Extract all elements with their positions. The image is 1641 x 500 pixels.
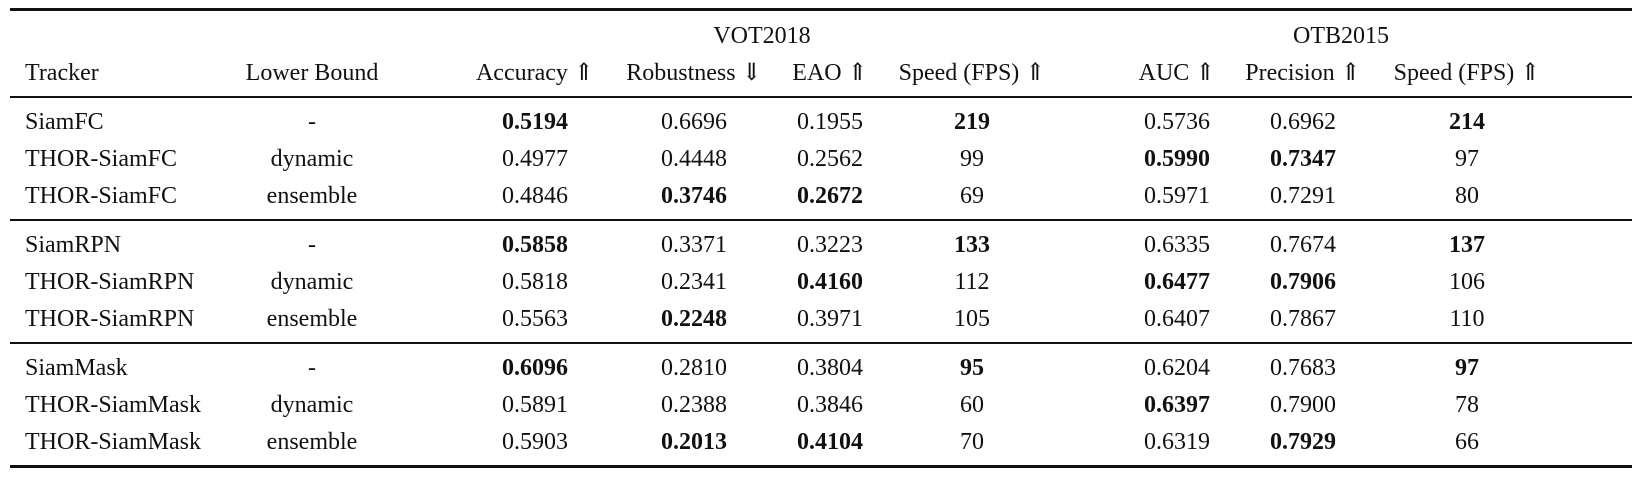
- column-header-lower-bound: Lower Bound: [245, 60, 379, 86]
- precision-cell: 0.7929: [1270, 429, 1336, 455]
- precision-cell: 0.7683: [1270, 355, 1336, 381]
- header-rule: [10, 96, 1632, 98]
- speed-vot-cell: 219: [954, 109, 990, 135]
- robustness-cell: 0.2341: [661, 269, 727, 295]
- column-header-precision: Precision ⇑: [1245, 60, 1361, 86]
- speed-otb-cell: 97: [1455, 355, 1479, 381]
- tracker-cell: THOR-SiamFC: [25, 183, 178, 209]
- lower-bound-cell: ensemble: [266, 306, 358, 332]
- robustness-cell: 0.2248: [661, 306, 727, 332]
- robustness-cell: 0.4448: [661, 146, 727, 172]
- column-header-auc: AUC ⇑: [1138, 60, 1216, 86]
- group-header-vot2018: VOT2018: [713, 23, 811, 49]
- accuracy-cell: 0.4846: [502, 183, 568, 209]
- auc-cell: 0.6397: [1144, 392, 1210, 418]
- robustness-cell: 0.6696: [661, 109, 727, 135]
- eao-cell: 0.3971: [797, 306, 863, 332]
- precision-cell: 0.7867: [1270, 306, 1336, 332]
- precision-cell: 0.7347: [1270, 146, 1336, 172]
- robustness-cell: 0.2388: [661, 392, 727, 418]
- robustness-cell: 0.2013: [661, 429, 727, 455]
- auc-cell: 0.6407: [1144, 306, 1210, 332]
- eao-cell: 0.3804: [797, 355, 863, 381]
- group-separator-rule: [10, 219, 1632, 221]
- precision-cell: 0.7906: [1270, 269, 1336, 295]
- column-header-tracker: Tracker: [25, 60, 99, 86]
- tracker-cell: THOR-SiamMask: [25, 392, 201, 418]
- speed-vot-cell: 69: [960, 183, 984, 209]
- auc-cell: 0.5736: [1144, 109, 1210, 135]
- eao-cell: 0.3223: [797, 232, 863, 258]
- robustness-cell: 0.2810: [661, 355, 727, 381]
- eao-cell: 0.1955: [797, 109, 863, 135]
- robustness-cell: 0.3746: [661, 183, 727, 209]
- column-header-speed-otb: Speed (FPS) ⇑: [1393, 60, 1541, 86]
- lower-bound-cell: ensemble: [266, 429, 358, 455]
- speed-otb-cell: 110: [1449, 306, 1485, 332]
- group-separator-rule: [10, 342, 1632, 344]
- eao-cell: 0.4104: [797, 429, 863, 455]
- eao-cell: 0.2672: [797, 183, 863, 209]
- lower-bound-cell: ensemble: [266, 183, 358, 209]
- speed-vot-cell: 105: [954, 306, 990, 332]
- accuracy-cell: 0.5891: [502, 392, 568, 418]
- speed-otb-cell: 106: [1449, 269, 1485, 295]
- precision-cell: 0.7291: [1270, 183, 1336, 209]
- eao-cell: 0.4160: [797, 269, 863, 295]
- accuracy-cell: 0.6096: [502, 355, 568, 381]
- table-top-rule: [10, 8, 1632, 11]
- tracker-cell: SiamFC: [25, 109, 104, 135]
- auc-cell: 0.5990: [1144, 146, 1210, 172]
- speed-vot-cell: 95: [960, 355, 984, 381]
- speed-vot-cell: 112: [954, 269, 990, 295]
- speed-otb-cell: 214: [1449, 109, 1485, 135]
- accuracy-cell: 0.5194: [502, 109, 568, 135]
- lower-bound-cell: dynamic: [270, 269, 354, 295]
- precision-cell: 0.6962: [1270, 109, 1336, 135]
- tracker-cell: SiamMask: [25, 355, 128, 381]
- auc-cell: 0.5971: [1144, 183, 1210, 209]
- lower-bound-cell: -: [308, 232, 316, 258]
- auc-cell: 0.6319: [1144, 429, 1210, 455]
- group-header-otb2015: OTB2015: [1293, 23, 1389, 49]
- column-header-speed-vot: Speed (FPS) ⇑: [898, 60, 1046, 86]
- column-header-robustness: Robustness ⇓: [626, 60, 762, 86]
- speed-otb-cell: 78: [1455, 392, 1479, 418]
- accuracy-cell: 0.5563: [502, 306, 568, 332]
- tracker-cell: THOR-SiamRPN: [25, 269, 195, 295]
- accuracy-cell: 0.4977: [502, 146, 568, 172]
- column-header-eao: EAO ⇑: [792, 60, 868, 86]
- precision-cell: 0.7900: [1270, 392, 1336, 418]
- accuracy-cell: 0.5858: [502, 232, 568, 258]
- robustness-cell: 0.3371: [661, 232, 727, 258]
- speed-vot-cell: 99: [960, 146, 984, 172]
- accuracy-cell: 0.5903: [502, 429, 568, 455]
- lower-bound-cell: dynamic: [270, 392, 354, 418]
- speed-vot-cell: 60: [960, 392, 984, 418]
- tracker-cell: THOR-SiamRPN: [25, 306, 195, 332]
- accuracy-cell: 0.5818: [502, 269, 568, 295]
- eao-cell: 0.3846: [797, 392, 863, 418]
- table-bottom-rule: [10, 465, 1632, 468]
- speed-otb-cell: 137: [1449, 232, 1485, 258]
- lower-bound-cell: -: [308, 109, 316, 135]
- lower-bound-cell: dynamic: [270, 146, 354, 172]
- eao-cell: 0.2562: [797, 146, 863, 172]
- speed-vot-cell: 133: [954, 232, 990, 258]
- lower-bound-cell: -: [308, 355, 316, 381]
- tracker-cell: SiamRPN: [25, 232, 122, 258]
- auc-cell: 0.6477: [1144, 269, 1210, 295]
- auc-cell: 0.6204: [1144, 355, 1210, 381]
- speed-otb-cell: 80: [1455, 183, 1479, 209]
- auc-cell: 0.6335: [1144, 232, 1210, 258]
- tracker-cell: THOR-SiamFC: [25, 146, 178, 172]
- precision-cell: 0.7674: [1270, 232, 1336, 258]
- speed-otb-cell: 97: [1455, 146, 1479, 172]
- column-header-accuracy: Accuracy ⇑: [475, 60, 595, 86]
- tracker-cell: THOR-SiamMask: [25, 429, 201, 455]
- speed-vot-cell: 70: [960, 429, 984, 455]
- speed-otb-cell: 66: [1455, 429, 1479, 455]
